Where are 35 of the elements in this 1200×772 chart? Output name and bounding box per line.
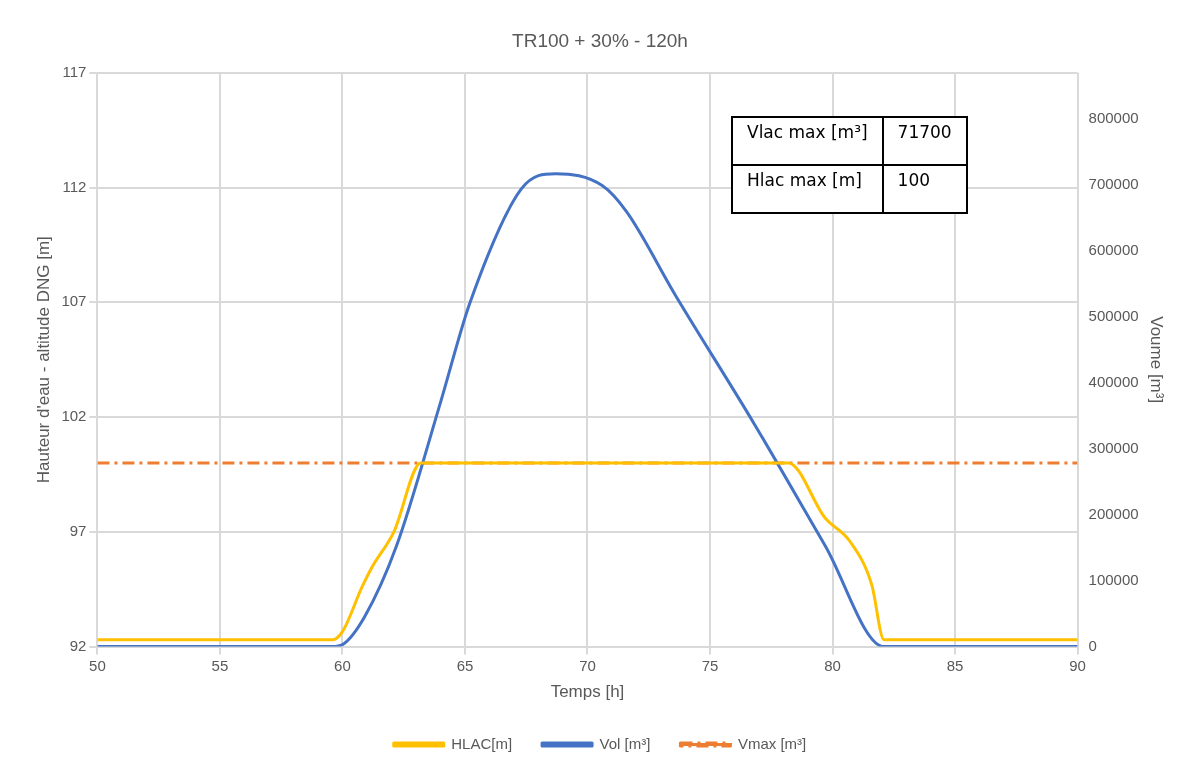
y-tick-label: 112: [62, 177, 87, 195]
annotation: 71700: [882, 117, 967, 165]
x-axis-title: Temps [h]: [550, 682, 625, 702]
y2-tick-label: 600000: [1088, 241, 1139, 259]
y-axis-title: Hauteur d'eau - altitude DNG [m]: [33, 236, 53, 484]
annotation: 100: [882, 165, 967, 213]
y-tick-label: 97: [69, 521, 87, 539]
y-tick-label: 102: [61, 407, 87, 425]
legend-label: HLAC[m]: [451, 734, 513, 752]
y2-tick-label: 500000: [1088, 306, 1139, 324]
x-tick-label: 70: [579, 656, 596, 674]
x-tick-label: 60: [334, 656, 351, 674]
y2-tick-label: 100000: [1088, 570, 1139, 588]
y2-tick-label: 400000: [1088, 372, 1139, 390]
chart-title: TR100 + 30% - 120h: [512, 29, 688, 51]
x-tick-label: 90: [1069, 656, 1086, 674]
annotation: Vlac max [m³]: [732, 117, 883, 165]
y2-tick-label: 200000: [1088, 504, 1139, 522]
legend-label: Vol [m³]: [599, 734, 651, 752]
y2-tick-label: 700000: [1088, 175, 1139, 193]
y-tick-label: 92: [69, 636, 87, 654]
x-tick-label: 50: [89, 656, 106, 674]
y2-tick-label: 800000: [1088, 109, 1139, 127]
x-tick-label: 85: [946, 656, 964, 674]
y2-axis-title: Voume [m³]: [1147, 316, 1167, 404]
x-tick-label: 80: [824, 656, 841, 674]
y2-tick-label: 300000: [1088, 438, 1139, 456]
x-tick-label: 75: [701, 656, 719, 674]
legend-label: Vmax [m³]: [737, 734, 807, 752]
x-tick-label: 65: [456, 656, 474, 674]
annotation: Hlac max [m]: [732, 165, 883, 213]
y2-tick-label: 0: [1088, 636, 1097, 654]
y-tick-label: 107: [61, 292, 87, 310]
y-tick-label: 117: [62, 62, 87, 80]
x-tick-label: 55: [211, 656, 229, 674]
